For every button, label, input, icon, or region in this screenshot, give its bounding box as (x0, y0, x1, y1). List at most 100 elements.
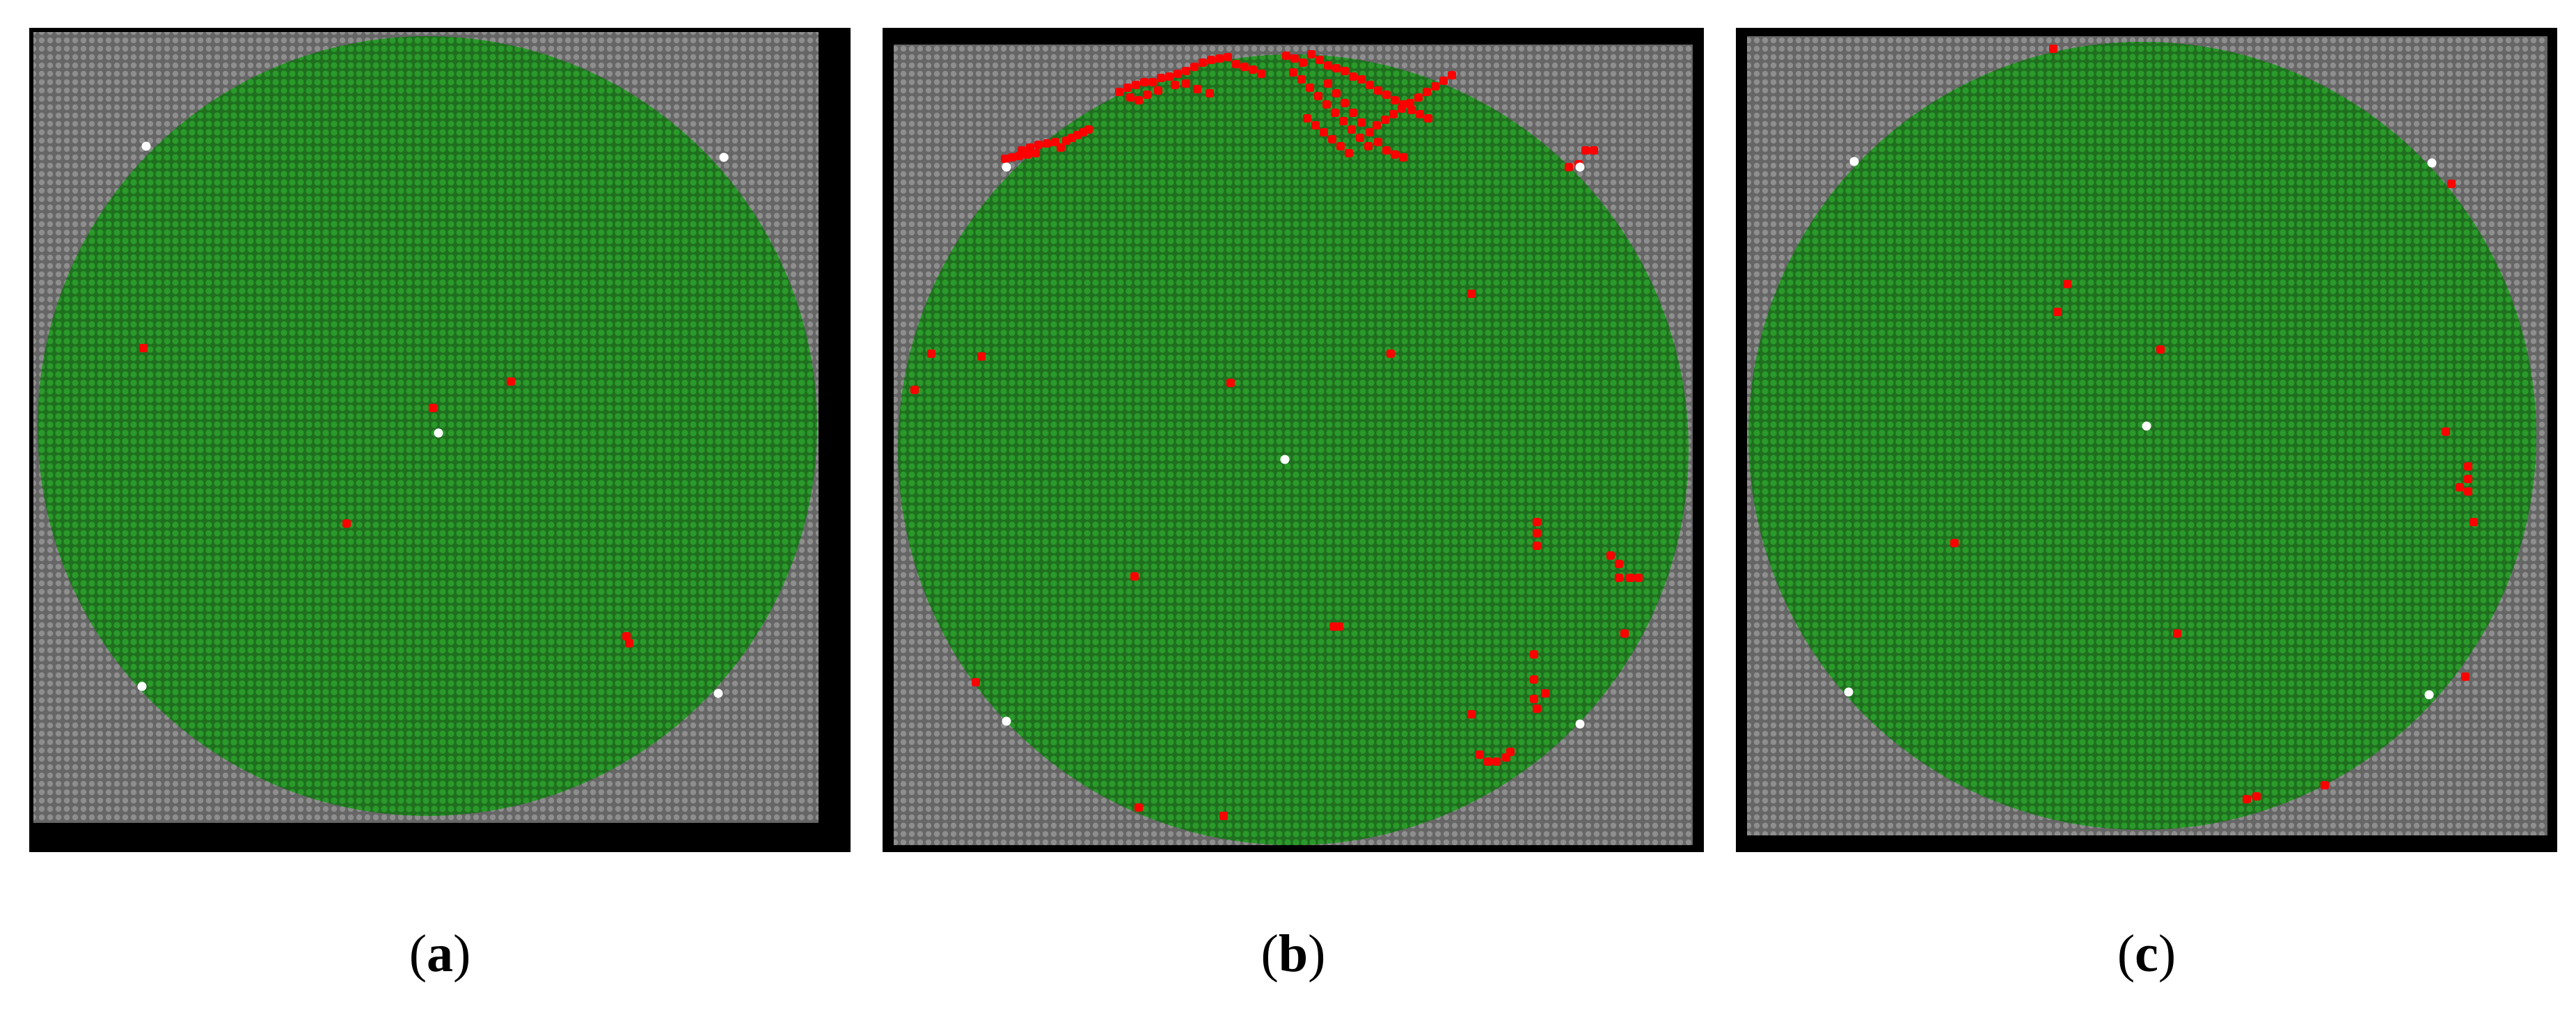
failed-die (1335, 622, 1343, 631)
reference-mark (1002, 716, 1011, 726)
failed-die (1357, 75, 1366, 84)
failed-die (1171, 81, 1179, 89)
failed-die (1484, 757, 1492, 766)
failed-die (342, 519, 351, 528)
failed-die (1023, 150, 1032, 159)
failed-die (1282, 52, 1290, 60)
failed-die (1224, 53, 1232, 61)
reference-mark (434, 428, 443, 438)
failed-die (2156, 345, 2165, 354)
reference-mark (1844, 687, 1854, 697)
failed-die (1416, 110, 1424, 118)
wafer-pass-region (1748, 42, 2536, 830)
failed-die (1297, 75, 1306, 84)
failed-die (1530, 695, 1538, 703)
failed-die (1307, 50, 1315, 58)
failed-die (1356, 134, 1364, 142)
failed-die (2464, 475, 2472, 483)
reference-marks (1002, 162, 1585, 729)
reference-marks (1844, 157, 2437, 700)
caption-c: (c) (2117, 924, 2176, 983)
failed-die (1374, 86, 1382, 95)
failed-die (1123, 84, 1132, 92)
failed-die (1467, 710, 1476, 718)
failed-die (1424, 114, 1432, 123)
failed-die (1615, 574, 1623, 582)
failed-die (1299, 58, 1307, 67)
reference-mark (137, 682, 147, 691)
failed-die (1289, 68, 1297, 77)
failed-die (2456, 483, 2464, 491)
failed-die (1207, 56, 1215, 64)
failed-die (1336, 142, 1345, 150)
failed-die (1320, 128, 1328, 136)
reference-mark (2142, 421, 2151, 431)
failed-die (1306, 84, 1314, 92)
failed-die (1398, 104, 1406, 113)
reference-mark (1002, 162, 1011, 172)
failed-die (1324, 61, 1332, 70)
failed-die (1414, 93, 1423, 102)
wafer-pass-region (38, 36, 817, 816)
failed-die (1391, 150, 1399, 159)
failed-die (1322, 100, 1331, 109)
wafer-map-b-canvas (894, 45, 1693, 845)
failed-die (1034, 141, 1043, 149)
caption-b: (b) (1261, 924, 1326, 983)
failed-die (1423, 88, 1431, 96)
failed-die (972, 678, 980, 686)
failed-die (139, 344, 148, 352)
failed-die (1226, 379, 1235, 387)
reference-mark (1575, 162, 1585, 172)
failed-die (1407, 106, 1416, 114)
reference-mark (2424, 690, 2434, 700)
failed-die (1530, 675, 1538, 684)
failed-die (1381, 116, 1389, 124)
failed-die (1140, 78, 1148, 86)
failed-die (1290, 54, 1299, 63)
failed-die (1364, 142, 1373, 150)
failed-die (1341, 67, 1349, 75)
failed-die (1332, 64, 1341, 72)
failed-die (1115, 88, 1123, 96)
wafer-map-c (1736, 28, 2557, 852)
failed-die (625, 639, 633, 647)
failed-die (1533, 542, 1541, 550)
failed-die (1606, 551, 1615, 560)
caption-a: (a) (409, 924, 471, 983)
failed-die (1132, 81, 1140, 89)
failed-die (1382, 91, 1391, 99)
failed-die (1174, 70, 1182, 78)
failed-die (1581, 146, 1590, 155)
failed-die (1399, 153, 1407, 162)
failed-die (1620, 629, 1629, 638)
failed-die (1339, 117, 1348, 125)
failed-die (1084, 125, 1093, 134)
failed-die (1357, 118, 1366, 127)
reference-mark (1849, 157, 1859, 166)
failed-die (2321, 781, 2329, 789)
failed-die (927, 349, 935, 358)
failed-die (2063, 280, 2071, 288)
failed-die (1533, 518, 1541, 526)
failed-die (2464, 462, 2472, 471)
failed-die (1492, 757, 1501, 766)
failed-die (622, 632, 631, 640)
failed-die (429, 404, 437, 412)
wafer-map-a (29, 28, 851, 852)
failed-die (1373, 121, 1381, 129)
failed-die (1406, 99, 1414, 107)
failed-die (1008, 153, 1016, 162)
failed-die (1382, 146, 1391, 155)
failed-die (1182, 79, 1190, 88)
failed-die (1190, 63, 1199, 71)
failed-die (1366, 128, 1374, 136)
failed-die (1467, 290, 1476, 298)
failed-die (2442, 427, 2450, 436)
failed-die (2243, 795, 2251, 803)
failed-die (2461, 672, 2470, 681)
failed-die (1324, 79, 1332, 88)
failed-die (1219, 812, 1228, 820)
failed-dies (139, 344, 633, 647)
failed-die (1135, 803, 1143, 812)
